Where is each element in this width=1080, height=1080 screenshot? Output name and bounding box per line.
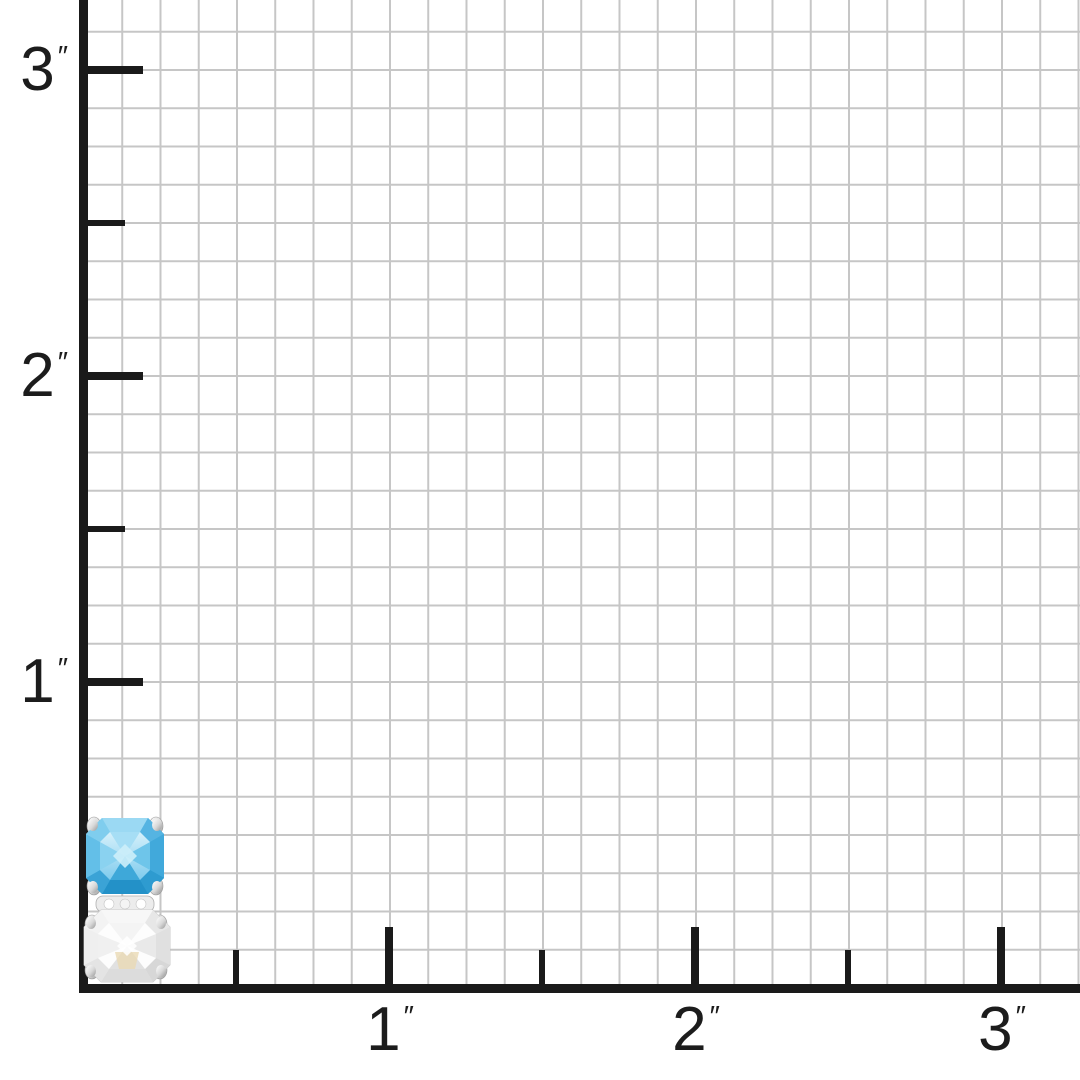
inch-mark: ″ bbox=[57, 653, 68, 685]
y-axis-line bbox=[79, 0, 88, 993]
x-axis-label-2in-number: 2 bbox=[672, 995, 708, 1064]
x-axis-label-3in: 3″ bbox=[931, 994, 1071, 1066]
y-axis-label-2in: 2″ bbox=[0, 340, 68, 412]
inch-mark: ″ bbox=[403, 1001, 414, 1033]
y-axis-minor-tick-1-5in bbox=[83, 526, 125, 532]
inch-mark: ″ bbox=[57, 347, 68, 379]
x-axis-line bbox=[79, 984, 1080, 993]
x-axis-label-2in: 2″ bbox=[625, 994, 765, 1066]
inch-mark: ″ bbox=[1015, 1001, 1026, 1033]
y-axis-label-3in: 3″ bbox=[0, 34, 68, 106]
y-axis-major-tick-2in bbox=[83, 372, 143, 380]
y-axis-major-tick-3in bbox=[83, 66, 143, 74]
y-axis-label-3in-number: 3 bbox=[20, 35, 56, 104]
x-axis-minor-tick-2-5in bbox=[845, 950, 851, 985]
y-axis-label-1in: 1″ bbox=[0, 646, 68, 718]
x-axis-minor-tick-1-5in bbox=[539, 950, 545, 985]
y-axis-label-1in-number: 1 bbox=[20, 647, 56, 716]
x-axis-minor-tick-0-5in bbox=[233, 950, 239, 985]
x-axis-major-tick-1in bbox=[385, 927, 393, 985]
x-axis-major-tick-2in bbox=[691, 927, 699, 985]
y-axis-label-2in-number: 2 bbox=[20, 341, 56, 410]
two-stone-blue-and-white-gem-earring-photo bbox=[81, 812, 173, 984]
x-axis-label-1in-number: 1 bbox=[366, 995, 402, 1064]
gemstone-earring-icon bbox=[83, 816, 171, 983]
inch-mark: ″ bbox=[57, 41, 68, 73]
x-axis-major-tick-3in bbox=[997, 927, 1005, 985]
y-axis-minor-tick-2-5in bbox=[83, 220, 125, 226]
x-axis-label-1in: 1″ bbox=[319, 994, 459, 1066]
y-axis-major-tick-1in bbox=[83, 678, 143, 686]
x-axis-label-3in-number: 3 bbox=[978, 995, 1014, 1064]
inch-mark: ″ bbox=[709, 1001, 720, 1033]
graph-paper-grid bbox=[83, 0, 1080, 985]
